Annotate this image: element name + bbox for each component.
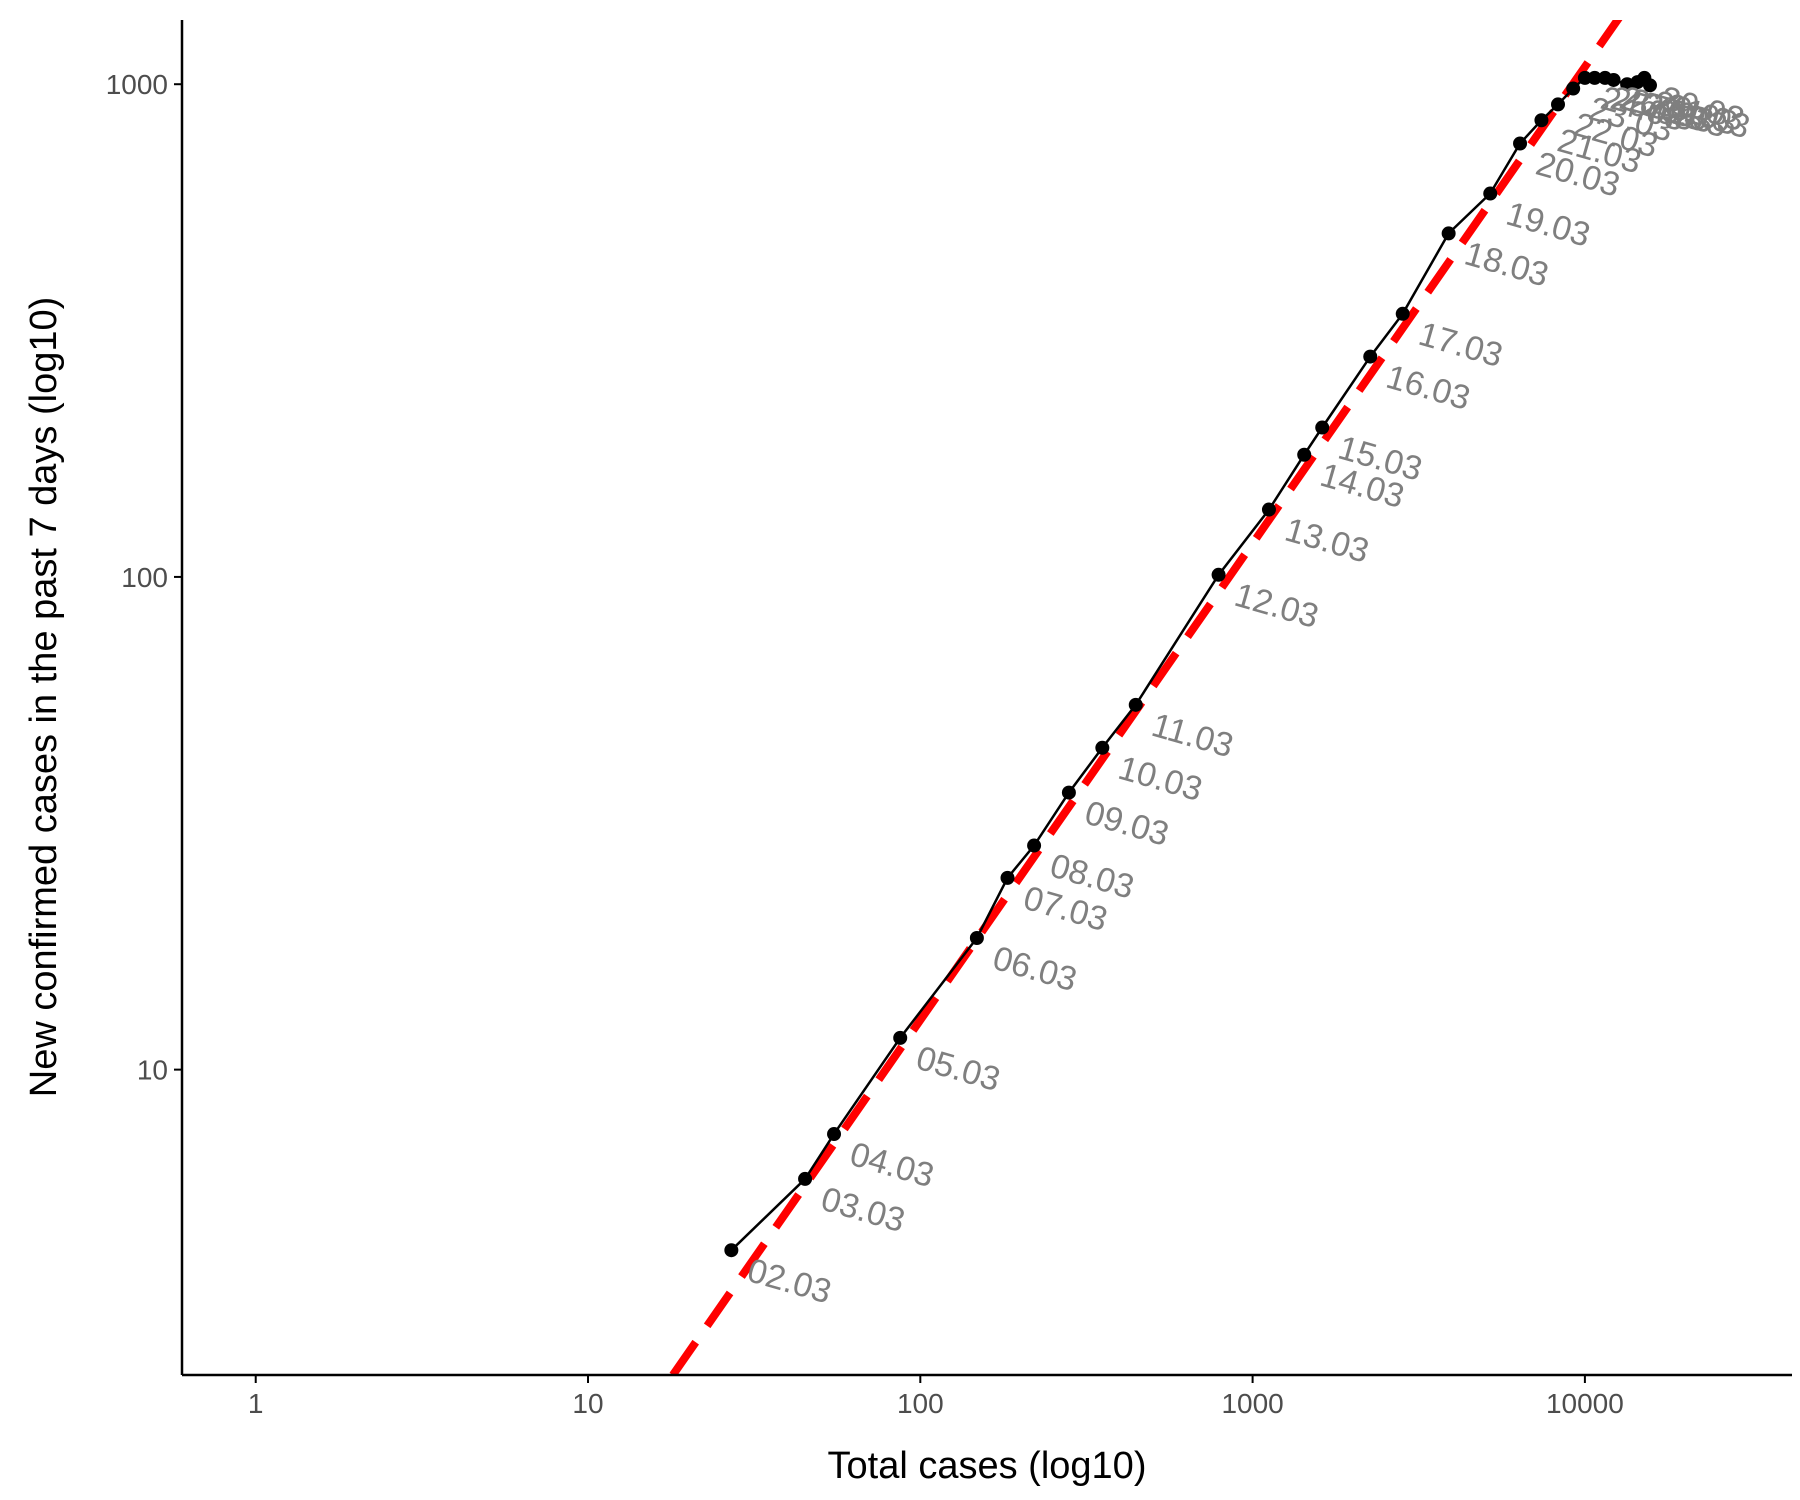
data-point-16.03 [1363, 349, 1378, 364]
data-label-05.03: 05.03 [912, 1039, 1004, 1099]
axes-layer: 1 10 100 1000 10000 10 100 1000 [106, 20, 1792, 1419]
data-point-05.03 [893, 1030, 908, 1045]
data-label-09.03: 09.03 [1081, 794, 1173, 854]
y-tick-label-10: 10 [137, 1055, 168, 1086]
y-axis-title: New confirmed cases in the past 7 days (… [23, 297, 65, 1098]
data-label-11.03: 11.03 [1148, 706, 1238, 765]
data-point-24.03 [1577, 70, 1592, 85]
data-label-10.03: 10.03 [1114, 749, 1206, 809]
data-point-18.03 [1441, 226, 1456, 241]
data-point-19.03 [1483, 186, 1498, 201]
reference-line-layer [669, 20, 1623, 1375]
data-point-09.03 [1061, 785, 1076, 800]
data-point-13.03 [1261, 502, 1276, 517]
data-label-04.03: 04.03 [846, 1135, 938, 1195]
data-point-25.03 [1587, 70, 1602, 85]
x-tick-label-100: 100 [897, 1388, 944, 1419]
y-tick-label-100: 100 [121, 562, 168, 593]
points-layer [724, 70, 1657, 1258]
data-point-14.03 [1297, 447, 1312, 462]
data-point-28.03 [1620, 77, 1635, 92]
data-label-13.03: 13.03 [1281, 511, 1373, 571]
data-point-31.03 [1642, 78, 1657, 93]
data-point-15.03 [1315, 420, 1330, 435]
point-labels-layer: 02.0303.0304.0305.0306.0307.0308.0309.03… [743, 79, 1754, 1311]
data-label-02.03: 02.03 [743, 1251, 835, 1311]
data-point-20.03 [1513, 136, 1528, 151]
data-label-16.03: 16.03 [1382, 358, 1474, 418]
data-point-11.03 [1128, 697, 1143, 712]
data-label-17.03: 17.03 [1415, 315, 1507, 375]
x-axis-title: Total cases (log10) [828, 1445, 1147, 1487]
data-point-10.03 [1095, 740, 1110, 755]
data-label-12.03: 12.03 [1230, 576, 1322, 636]
data-point-23.03 [1566, 81, 1581, 96]
data-label-19.03: 19.03 [1502, 195, 1594, 255]
data-point-17.03 [1395, 306, 1410, 321]
x-tick-label-1: 1 [248, 1388, 264, 1419]
data-point-12.03 [1211, 567, 1226, 582]
y-tick-label-1000: 1000 [106, 69, 168, 100]
data-point-27.03 [1606, 72, 1621, 87]
data-label-18.03: 18.03 [1460, 235, 1552, 295]
data-point-21.03 [1534, 113, 1549, 128]
x-tick-label-10: 10 [572, 1388, 603, 1419]
reference-line [669, 20, 1623, 1375]
data-point-06.03 [969, 930, 984, 945]
data-point-04.03 [827, 1127, 842, 1142]
x-tick-label-1000: 1000 [1221, 1388, 1283, 1419]
data-label-03.03: 03.03 [817, 1180, 909, 1240]
data-point-07.03 [1000, 870, 1015, 885]
data-label-06.03: 06.03 [989, 939, 1081, 999]
data-point-08.03 [1027, 838, 1042, 853]
data-point-03.03 [798, 1171, 813, 1186]
data-point-22.03 [1551, 97, 1566, 112]
x-tick-label-10000: 10000 [1546, 1388, 1624, 1419]
data-point-02.03 [724, 1243, 739, 1258]
